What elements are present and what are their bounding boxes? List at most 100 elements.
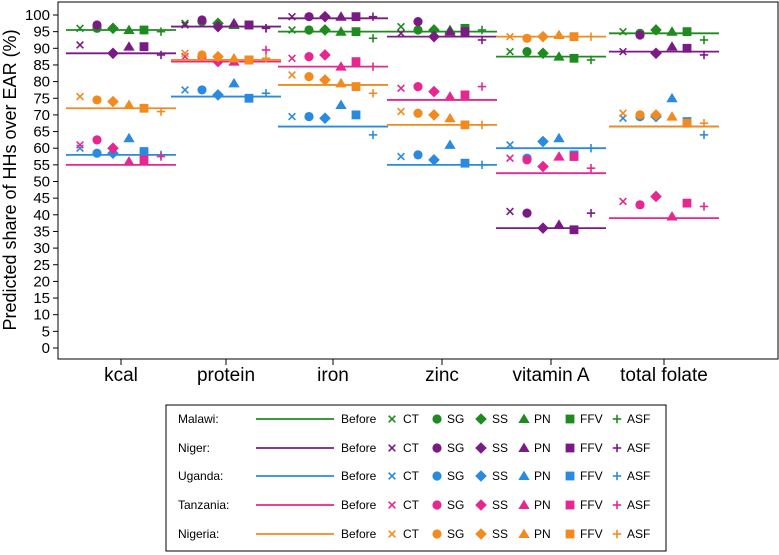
point-uganda-pn <box>335 99 347 109</box>
point-niger-ct <box>397 29 405 38</box>
point-niger-asf <box>156 50 166 60</box>
legend-label-ss: SS <box>492 469 508 483</box>
point-uganda-ss <box>319 112 331 125</box>
point-uganda-asf <box>586 144 596 153</box>
y-tick-label: 55 <box>33 157 50 174</box>
point-tanzania-sg <box>635 200 645 210</box>
legend-marker-niger-asf <box>612 443 622 453</box>
point-uganda-ffv <box>460 158 470 168</box>
legend-marker-niger-ffv <box>565 443 575 453</box>
point-tanzania-asf <box>699 202 709 211</box>
point-malawi-sg <box>413 25 423 35</box>
point-uganda-sg <box>92 148 102 158</box>
point-nigeria-pn <box>666 111 678 121</box>
point-uganda-asf <box>699 130 709 140</box>
legend-marker-tanzania-pn <box>518 499 530 510</box>
x-tick-label: vitamin A <box>512 365 589 386</box>
point-uganda-ct <box>76 144 84 153</box>
y-tick-label: 95 <box>33 24 50 41</box>
legend-label-pn: PN <box>534 498 551 512</box>
legend-label-ct: CT <box>403 527 420 541</box>
point-niger-sg <box>197 15 207 25</box>
y-tick-label: 90 <box>33 40 50 57</box>
point-tanzania-pn <box>335 61 347 71</box>
point-malawi-ss <box>428 24 440 36</box>
point-nigeria-asf <box>477 120 487 130</box>
legend-marker-uganda-ct <box>388 472 396 480</box>
point-uganda-sg <box>197 85 207 95</box>
point-nigeria-ss <box>212 50 224 63</box>
point-tanzania-asf <box>261 45 271 55</box>
point-niger-ffv <box>569 225 579 235</box>
point-uganda-ct <box>506 140 514 149</box>
point-nigeria-sg <box>522 33 532 43</box>
point-nigeria-ffv <box>460 120 470 130</box>
point-tanzania-pn <box>666 211 678 221</box>
legend-marker-nigeria-ct <box>388 530 396 538</box>
point-malawi-ss <box>319 24 331 36</box>
legend-label-ss: SS <box>492 498 508 512</box>
y-tick-label: 30 <box>33 240 50 257</box>
legend-before-label: Before <box>341 412 377 426</box>
point-uganda-ffv <box>244 93 254 103</box>
point-niger-ss <box>107 47 119 60</box>
point-uganda-sg <box>413 150 423 160</box>
point-nigeria-asf <box>156 107 166 116</box>
point-uganda-sg <box>304 111 314 122</box>
point-tanzania-ffv <box>139 155 149 165</box>
legend-label-ffv: FFV <box>580 527 603 541</box>
legend-marker-malawi-ct <box>388 415 396 423</box>
point-niger-pn <box>335 11 347 21</box>
point-tanzania-ss <box>428 85 440 98</box>
point-uganda-pn <box>228 77 240 88</box>
x-tick-label: zinc <box>425 365 459 386</box>
point-nigeria-pn <box>123 99 135 109</box>
x-tick-label: iron <box>317 365 349 386</box>
point-nigeria-pn <box>228 52 240 63</box>
point-malawi-ffv <box>351 27 361 37</box>
point-uganda-pn <box>123 132 135 143</box>
legend-label-ss: SS <box>492 412 508 426</box>
point-niger-ss <box>537 222 549 234</box>
point-malawi-asf <box>477 25 487 35</box>
legend-label-asf: ASF <box>627 527 650 541</box>
legend-label-ct: CT <box>403 412 420 426</box>
point-tanzania-ffv <box>351 57 361 67</box>
point-nigeria-ffv <box>569 32 579 42</box>
y-tick-label: 45 <box>33 190 50 207</box>
legend-label-ss: SS <box>492 441 508 455</box>
legend-marker-uganda-ffv <box>565 471 575 481</box>
point-malawi-ss <box>537 47 549 60</box>
point-tanzania-asf <box>156 152 166 161</box>
y-tick-label: 35 <box>33 223 50 240</box>
point-uganda-ffv <box>351 110 361 120</box>
y-tick-label: 10 <box>33 307 50 324</box>
point-malawi-ct <box>288 26 296 34</box>
point-uganda-ffv <box>139 147 149 156</box>
legend-marker-nigeria-sg <box>432 529 442 539</box>
y-tick-label: 70 <box>33 107 50 124</box>
legend-label-pn: PN <box>534 441 551 455</box>
point-uganda-ss <box>537 135 549 148</box>
y-tick-label: 85 <box>33 57 50 74</box>
point-nigeria-pn <box>335 77 347 88</box>
point-niger-ct <box>506 207 514 216</box>
y-tick-label: 75 <box>33 90 50 107</box>
legend-marker-malawi-sg <box>432 414 442 424</box>
legend-marker-tanzania-sg <box>432 500 442 510</box>
legend-label-asf: ASF <box>627 498 650 512</box>
legend-label-pn: PN <box>534 469 551 483</box>
point-nigeria-pn <box>444 112 456 123</box>
point-nigeria-ss <box>428 109 440 121</box>
point-uganda-asf <box>477 160 487 170</box>
legend-label-ct: CT <box>403 469 420 483</box>
legend-label-ss: SS <box>492 527 508 541</box>
point-nigeria-asf <box>699 119 709 128</box>
y-tick-label: 5 <box>42 323 50 340</box>
point-niger-pn <box>666 41 678 51</box>
point-malawi-pn <box>553 51 565 61</box>
y-tick-label: 100 <box>25 7 50 24</box>
point-tanzania-ct <box>506 154 514 163</box>
x-axis: kcal protein iron zinc vitamin A total folate <box>104 359 708 386</box>
